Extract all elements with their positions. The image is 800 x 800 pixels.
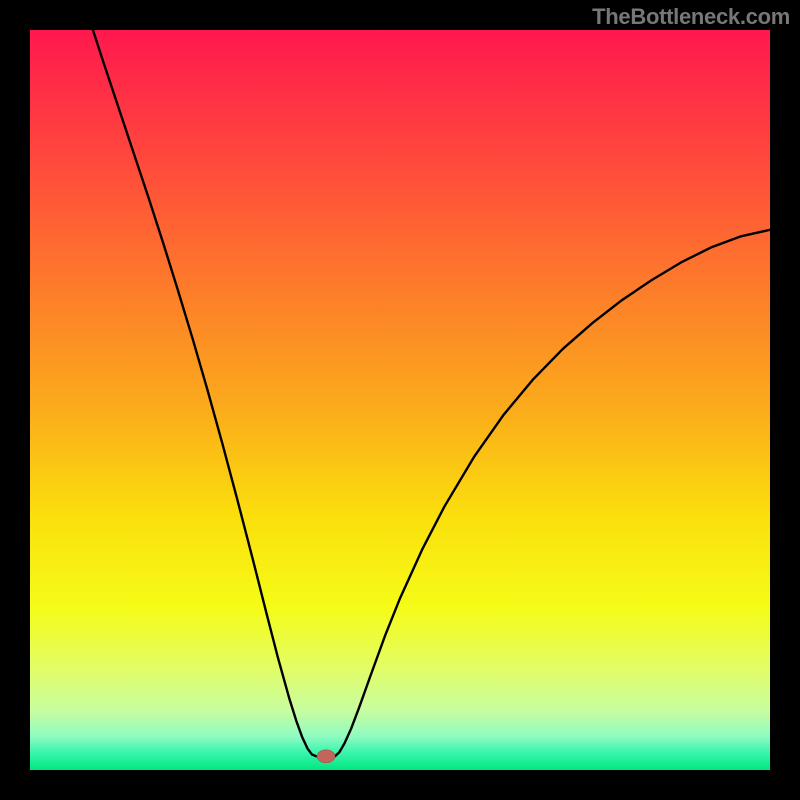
plot-background — [30, 30, 770, 770]
chart-container: TheBottleneck.com — [0, 0, 800, 800]
watermark-text: TheBottleneck.com — [592, 4, 790, 30]
bottleneck-chart — [0, 0, 800, 800]
optimal-marker — [317, 750, 335, 763]
